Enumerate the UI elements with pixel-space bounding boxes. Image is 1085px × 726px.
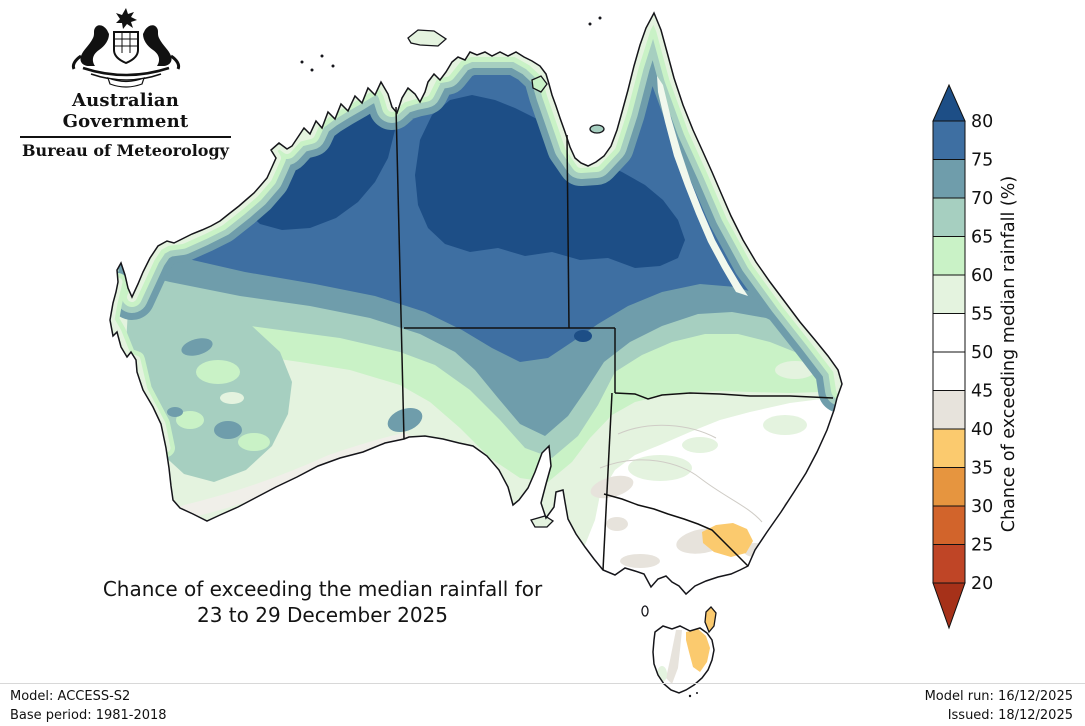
tick-30: 30: [971, 497, 993, 517]
tick-75: 75: [971, 151, 993, 171]
border-sa-east: [602, 392, 613, 571]
government-name: Australian Government: [62, 90, 189, 132]
tasmania-fills: [653, 626, 714, 693]
map-title-line2: 23 to 29 December 2025: [196, 603, 448, 627]
model-label: Model: ACCESS-S2: [10, 689, 131, 704]
border-nsw-vic: [603, 493, 749, 567]
groote-eylandt: [531, 75, 548, 93]
border-wa: [395, 106, 405, 440]
islands: [300, 16, 717, 698]
colorbar-arrow-top: [932, 83, 966, 122]
contour-50-lines: [599, 424, 763, 523]
colorbar-segments: [932, 120, 966, 584]
coat-of-arms: [71, 8, 180, 88]
agency-name: Bureau of Meteorology: [22, 141, 229, 160]
colorbar: 80 75 70 65 60 55 50 45 40 35 30 25 20 C…: [932, 83, 1019, 630]
base-period-label: Base period: 1981-2018: [10, 708, 167, 723]
model-run-label: Model run: 16/12/2025: [924, 689, 1073, 704]
colorbar-arrow-bottom: [932, 582, 966, 630]
kangaroo-icon: [79, 25, 109, 66]
border-nt-qld: [566, 134, 570, 329]
issued-label: Issued: 18/12/2025: [947, 708, 1073, 723]
star-icon: [115, 8, 137, 29]
melville-island: [407, 29, 448, 47]
tick-20: 20: [971, 574, 993, 594]
tick-35: 35: [971, 459, 993, 479]
government-header: Australian Government Bureau of Meteorol…: [18, 6, 233, 160]
tick-60: 60: [971, 266, 993, 286]
tick-65: 65: [971, 228, 993, 248]
map-title-line1: Chance of exceeding the median rainfall …: [102, 577, 543, 601]
tick-50: 50: [971, 343, 993, 363]
tick-80: 80: [971, 112, 993, 132]
header-divider: [20, 136, 231, 138]
state-borders: [395, 106, 834, 571]
pale-green-patches: [628, 361, 815, 481]
mornington-island: [589, 124, 605, 134]
tick-40: 40: [971, 420, 993, 440]
tick-25: 25: [971, 536, 993, 556]
border-qld-nsw: [614, 392, 834, 400]
king-island: [641, 605, 649, 617]
small-islets: [300, 16, 698, 698]
map-title: Chance of exceeding the median rainfall …: [40, 576, 605, 628]
orange-patch-gippsland: [702, 523, 753, 557]
tick-55: 55: [971, 305, 993, 325]
flinders-island: [704, 606, 717, 634]
colorbar-axis-title: Chance of exceeding median rainfall (%): [999, 176, 1019, 532]
tick-45: 45: [971, 382, 993, 402]
footer-model-info: Model: ACCESS-S2 Base period: 1981-2018: [10, 687, 167, 725]
mainland-coastline: [109, 11, 843, 596]
footer-divider: [0, 683, 1085, 684]
tasmania-coastline: [652, 625, 715, 694]
footer-run-info: Model run: 16/12/2025 Issued: 18/12/2025: [925, 687, 1073, 725]
shield-icon: [112, 31, 139, 65]
colorbar-tick-labels: 80 75 70 65 60 55 50 45 40 35 30 25 20: [971, 112, 993, 594]
emu-icon: [142, 25, 172, 66]
qld-coastal-white-strip: [657, 76, 748, 296]
tick-70: 70: [971, 189, 993, 209]
kangaroo-island: [530, 515, 555, 528]
